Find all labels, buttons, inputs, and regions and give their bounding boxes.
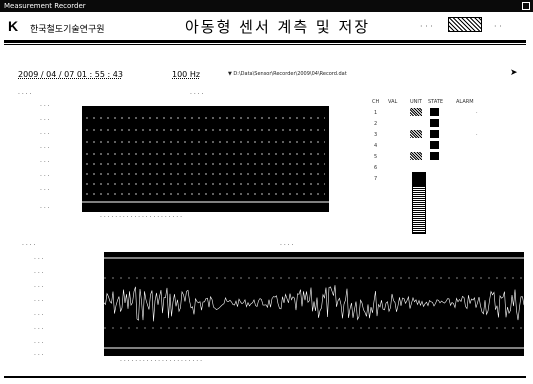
y-tick-label: · · · <box>34 298 44 305</box>
y-tick-label: · · · <box>34 270 44 277</box>
x-axis-ticks: · · · · · · · · · · · · · · · · · · · · … <box>120 358 203 365</box>
y-tick-label: · · · <box>34 326 44 333</box>
table-row: 5 <box>374 154 378 160</box>
table-row: 6 <box>374 165 378 171</box>
y-tick-label: · · · <box>40 117 50 124</box>
channel-alarm-indicator <box>430 152 439 160</box>
channel-state-indicator <box>410 152 422 160</box>
y-tick-label: · · · <box>40 187 50 194</box>
bottom-panel-label: · · · · <box>22 242 36 249</box>
waveform-svg <box>103 257 525 349</box>
organization-name: 한국철도기술연구원 <box>30 25 105 35</box>
multi-channel-svg <box>82 117 329 203</box>
table-header-val: VAL <box>388 99 398 105</box>
waveform-plot[interactable] <box>103 252 525 356</box>
sample-rate-display[interactable]: 100 Hz <box>172 70 201 79</box>
y-tick-label: · · · <box>34 340 44 347</box>
save-path-field[interactable]: ▼ D:\Data\Sensor\Recorder\2009\04\Record… <box>228 71 347 77</box>
alarm-value: · <box>476 132 478 138</box>
level-gauge-cap <box>412 172 426 186</box>
app-title: 아동형 센서 계측 및 저장 <box>185 18 371 36</box>
top-panel-label: · · · · <box>18 91 32 98</box>
y-tick-label: · · · <box>34 284 44 291</box>
table-header-unit: UNIT <box>410 99 422 105</box>
window-title: Measurement Recorder <box>4 2 86 10</box>
multi-channel-plot[interactable] <box>82 106 329 212</box>
table-row: 7 <box>374 176 378 182</box>
y-tick-label: · · · <box>40 145 50 152</box>
y-tick-label: · · · <box>34 256 44 263</box>
header-divider-thin <box>4 44 526 45</box>
alarm-value: · <box>476 110 478 116</box>
channel-alarm-indicator <box>430 130 439 138</box>
bottom-chart-title: · · · · <box>280 242 294 249</box>
y-tick-label: · · · <box>40 173 50 180</box>
window-titlebar: Measurement Recorder <box>0 0 533 12</box>
close-icon[interactable] <box>522 2 530 10</box>
x-axis-ticks: · · · · · · · · · · · · · · · · · · · · … <box>100 214 183 221</box>
datetime-display: 2009 / 04 / 07 01 : 55 : 43 <box>18 70 123 79</box>
table-header-alarm: ALARM <box>456 99 474 105</box>
footer-divider <box>4 376 526 378</box>
record-toggle-button[interactable] <box>448 17 482 32</box>
channel-state-indicator <box>410 108 422 116</box>
table-row: 1 <box>374 110 378 116</box>
export-arrow-icon[interactable]: ➤ <box>510 68 518 78</box>
channel-alarm-indicator <box>430 141 439 149</box>
header-indicator: · · · <box>420 22 433 31</box>
y-tick-label: · · · <box>40 103 50 110</box>
header-indicator-right: · · <box>494 22 502 31</box>
table-row: 3 <box>374 132 378 138</box>
y-tick-label: · · · <box>40 159 50 166</box>
table-header-state: STATE <box>428 99 444 105</box>
y-tick-label: · · · <box>34 352 44 359</box>
header-divider <box>4 40 526 43</box>
table-row: 2 <box>374 121 378 127</box>
y-tick-label: · · · <box>40 205 50 212</box>
y-tick-label: · · · <box>40 131 50 138</box>
channel-state-indicator <box>410 130 422 138</box>
channel-alarm-indicator <box>430 119 439 127</box>
table-row: 4 <box>374 143 378 149</box>
table-header-ch: CH <box>372 99 380 105</box>
y-tick-label: · · · <box>34 312 44 319</box>
channel-alarm-indicator <box>430 108 439 116</box>
company-logo: K <box>8 18 19 34</box>
top-chart-title: · · · · <box>190 91 204 98</box>
